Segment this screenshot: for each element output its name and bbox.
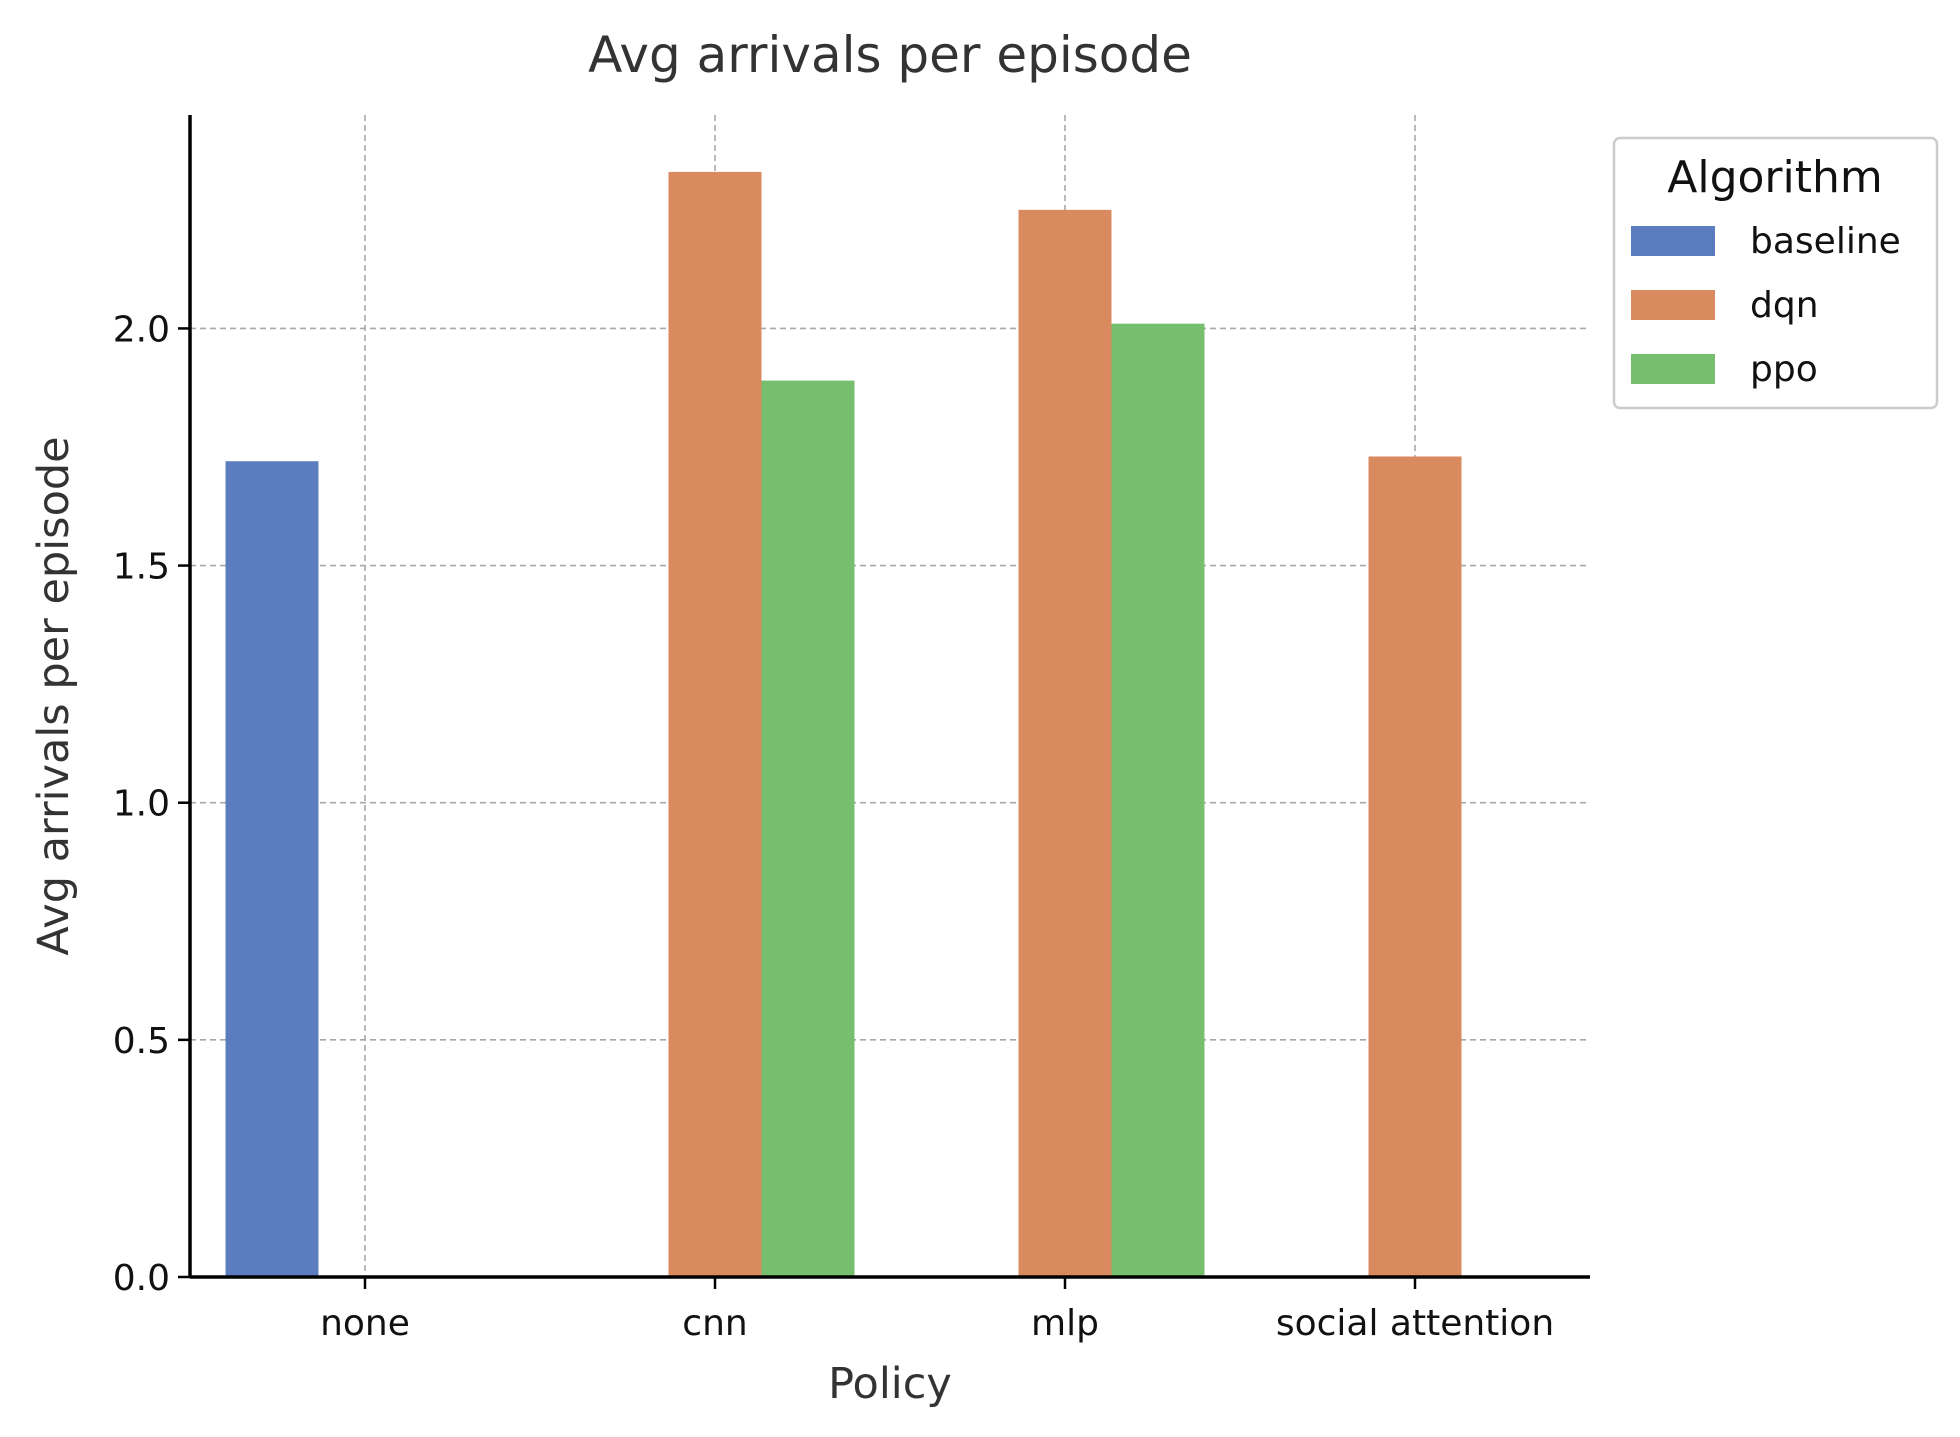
legend-frame [1612, 136, 1939, 410]
x-axis-label: Policy [828, 1359, 952, 1409]
bar-dqn-cnn [668, 171, 762, 1277]
legend-label-dqn: dqn [1750, 285, 1819, 326]
legend-label-ppo: ppo [1750, 349, 1818, 390]
x-ticks: none cnn mlp social attention [320, 1277, 1554, 1344]
y-tick-label: 2.0 [113, 309, 170, 350]
x-tick-label: social attention [1276, 1303, 1554, 1344]
x-tick-label: mlp [1031, 1303, 1099, 1344]
x-tick-label: cnn [682, 1303, 747, 1344]
bar-ppo-cnn [761, 380, 855, 1278]
y-tick-label: 1.0 [113, 784, 170, 825]
y-ticks: 0.0 0.5 1.0 1.5 2.0 [113, 309, 190, 1299]
bar-ppo-mlp [1111, 323, 1205, 1278]
y-tick-label: 0.5 [113, 1021, 170, 1062]
legend-label-baseline: baseline [1750, 221, 1901, 262]
chart-title: Avg arrivals per episode [588, 26, 1192, 84]
x-tick-label: none [320, 1303, 410, 1344]
y-tick-label: 0.0 [113, 1258, 170, 1299]
legend-swatch-ppo [1631, 354, 1715, 384]
y-tick-label: 1.5 [113, 547, 170, 588]
legend-swatch-baseline [1631, 226, 1715, 256]
bar-baseline-none [225, 461, 319, 1277]
legend-items: baseline dqn ppo [1631, 221, 1901, 390]
y-axis-label: Avg arrivals per episode [29, 436, 79, 955]
legend-swatch-dqn [1631, 290, 1715, 320]
bar-dqn-mlp [1018, 209, 1112, 1277]
legend-title: Algorithm [1667, 152, 1883, 203]
bars [225, 171, 1462, 1278]
legend: Algorithm baseline dqn ppo [1612, 136, 1939, 410]
bar-dqn-social-attention [1368, 456, 1462, 1277]
axes [188, 115, 1590, 1279]
